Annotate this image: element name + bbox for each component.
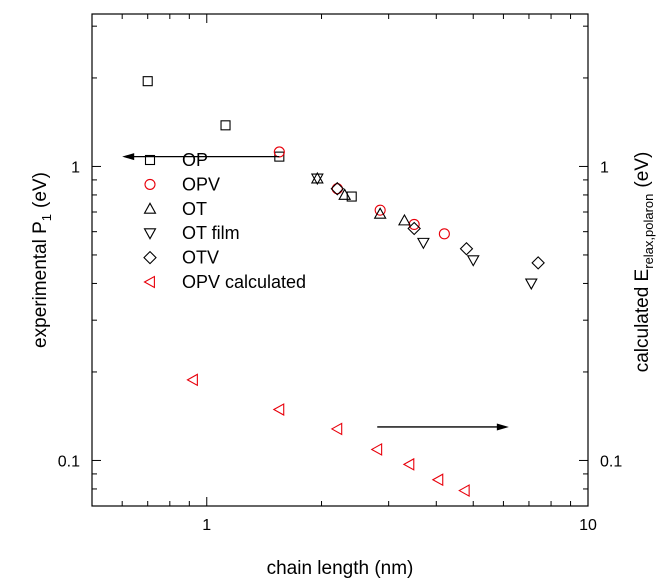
legend-symbol-otv bbox=[143, 250, 157, 265]
x-tick-label: 10 bbox=[579, 517, 597, 534]
data-point-opv bbox=[331, 183, 343, 195]
data-point-ot-film bbox=[466, 255, 480, 267]
data-point-opv-calculated bbox=[402, 457, 415, 471]
legend-symbol-op bbox=[144, 154, 156, 166]
legend-item-otv: OTV bbox=[143, 248, 219, 268]
y-axis-label-right-sub: relax,polaron bbox=[641, 194, 656, 269]
arrow-right-axis bbox=[377, 423, 509, 431]
data-point-op bbox=[346, 191, 357, 202]
legend-label-opv-calculated: OPV calculated bbox=[182, 272, 306, 292]
axis-tick-labels: 1 10 0.1 0.1 1 1 bbox=[58, 159, 623, 534]
arrows bbox=[122, 153, 509, 431]
y-axis-label-left-sub: 1 bbox=[39, 214, 54, 221]
data-point-otv bbox=[330, 181, 345, 196]
y-tick-label-left: 0.1 bbox=[58, 453, 80, 470]
legend: OP OPV OT OT film OTV OPV calculated bbox=[143, 150, 306, 292]
series-otv bbox=[330, 181, 545, 270]
data-point-ot bbox=[338, 188, 352, 200]
legend-label-op: OP bbox=[182, 150, 208, 170]
y-axis-label-left-unit: (eV) bbox=[30, 172, 51, 208]
legend-label-opv: OPV bbox=[182, 174, 220, 194]
legend-item-opv: OPV bbox=[144, 174, 220, 194]
legend-symbol-opv-calculated bbox=[143, 275, 155, 289]
x-tick-label: 1 bbox=[202, 517, 211, 534]
legend-symbol-opv bbox=[144, 178, 156, 190]
data-point-opv-calculated bbox=[458, 484, 470, 497]
y-tick-label-right: 1 bbox=[600, 159, 609, 176]
series-opv bbox=[273, 146, 450, 240]
data-point-otv bbox=[531, 256, 545, 270]
series-ot bbox=[310, 171, 411, 226]
data-point-opv-calculated bbox=[370, 443, 383, 456]
data-point-otv bbox=[459, 241, 474, 256]
data-point-ot bbox=[398, 213, 411, 226]
legend-item-ot-film: OT film bbox=[143, 223, 240, 243]
legend-item-op: OP bbox=[144, 150, 208, 170]
y-axis-label-right-unit: (eV) bbox=[632, 152, 653, 188]
data-point-op bbox=[220, 120, 231, 131]
y-axis-label-right-main: calculated E bbox=[632, 269, 653, 373]
series-op bbox=[142, 76, 357, 202]
legend-symbol-ot-film bbox=[143, 228, 157, 240]
data-point-opv bbox=[374, 204, 386, 216]
legend-item-opv-calculated: OPV calculated bbox=[143, 272, 306, 292]
data-point-ot bbox=[373, 207, 387, 219]
plot-frame bbox=[91, 13, 589, 507]
y-tick-label-left: 1 bbox=[71, 159, 80, 176]
x-axis-label: chain length (nm) bbox=[267, 558, 414, 579]
data-point-opv-calculated bbox=[186, 373, 198, 387]
data-point-ot-film bbox=[310, 173, 324, 186]
legend-item-ot: OT bbox=[143, 199, 207, 219]
y-axis-label-left: experimental P1 (eV) bbox=[30, 172, 54, 348]
data-point-otv bbox=[407, 221, 421, 236]
legend-label-ot: OT bbox=[182, 199, 207, 219]
data-point-opv-calculated bbox=[330, 422, 343, 436]
series-opv-calculated bbox=[186, 373, 470, 497]
data-point-opv bbox=[438, 228, 450, 240]
legend-label-otv: OTV bbox=[182, 248, 219, 268]
data-point-opv-calculated bbox=[272, 403, 285, 416]
series-ot-film bbox=[310, 173, 538, 291]
data-point-ot-film bbox=[524, 278, 538, 291]
data-point-opv bbox=[408, 218, 420, 230]
data-point-ot-film bbox=[416, 237, 430, 250]
series-layer bbox=[142, 76, 545, 497]
legend-label-ot-film: OT film bbox=[182, 223, 240, 243]
axis-ticks bbox=[92, 14, 589, 506]
arrow-left-axis bbox=[122, 153, 280, 161]
data-point-op bbox=[142, 76, 153, 87]
legend-symbol-ot bbox=[143, 202, 157, 214]
y-tick-label-right: 0.1 bbox=[600, 453, 622, 470]
y-axis-label-right: calculated Erelax,polaron (eV) bbox=[632, 152, 656, 373]
y-axis-label-left-main: experimental P bbox=[30, 221, 51, 348]
data-point-opv-calculated bbox=[431, 473, 444, 487]
